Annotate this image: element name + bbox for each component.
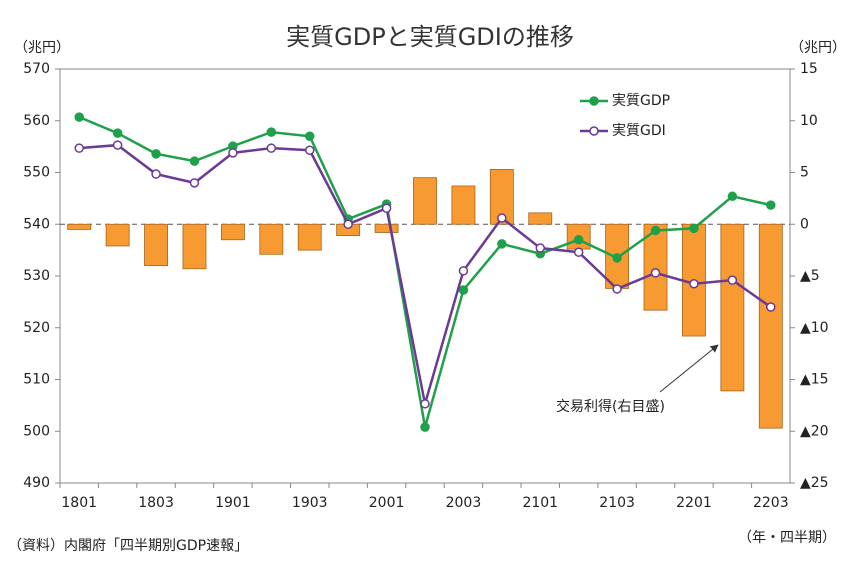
y-tick-label: 550	[23, 165, 50, 181]
bar	[374, 223, 399, 233]
legend-marker	[589, 126, 599, 136]
y-tick-label: 500	[23, 423, 50, 439]
point	[766, 302, 776, 312]
x-tick-label: 1803	[138, 495, 174, 511]
bar	[413, 177, 437, 225]
point	[74, 112, 84, 122]
point	[420, 422, 430, 432]
point	[151, 149, 161, 159]
point	[189, 156, 200, 166]
y2-tick-label: 0	[800, 216, 809, 232]
point	[266, 127, 277, 137]
y-tick-label: 560	[23, 113, 50, 129]
y-tick-label: 520	[23, 320, 50, 336]
point	[727, 275, 738, 285]
point	[74, 143, 84, 153]
bar	[220, 223, 245, 241]
y-tick-label: 510	[23, 372, 50, 388]
point	[650, 225, 661, 236]
point	[112, 128, 123, 138]
y2-tick-label: 10	[800, 113, 818, 129]
bar	[720, 223, 745, 392]
point	[497, 239, 507, 249]
bar	[297, 223, 322, 251]
point	[343, 219, 353, 229]
point	[420, 399, 430, 409]
point	[766, 200, 776, 210]
y2-tick-label: 5	[800, 165, 809, 181]
point	[228, 148, 238, 158]
x-tick-label: 2203	[753, 495, 789, 511]
y-tick-label: 490	[23, 475, 50, 491]
y2-tick-label: ▲20	[800, 423, 829, 439]
point	[612, 284, 622, 294]
y2-tick-label: 15	[800, 61, 818, 77]
point	[497, 213, 507, 223]
point	[458, 285, 469, 295]
bar	[489, 168, 514, 225]
point	[535, 243, 546, 253]
y2-tick-label: ▲15	[800, 372, 829, 388]
y2-axis-label: （兆円）	[790, 40, 846, 56]
bar	[259, 223, 284, 255]
x-axis-label: （年・四半期）	[738, 530, 836, 546]
point	[458, 266, 469, 276]
y-tick-label: 540	[23, 216, 50, 232]
x-tick-label: 2001	[369, 495, 405, 511]
point	[573, 235, 584, 245]
bar	[105, 223, 130, 247]
point	[304, 131, 315, 142]
point	[266, 143, 277, 153]
point	[151, 169, 161, 179]
y-axis-label: （兆円）	[14, 40, 70, 56]
point	[650, 268, 661, 278]
point	[304, 145, 315, 155]
point	[189, 178, 200, 188]
bar	[758, 223, 783, 429]
point	[573, 247, 584, 257]
y-tick-label: 570	[23, 61, 50, 77]
x-tick-label: 1801	[61, 495, 97, 511]
y2-tick-label: ▲5	[800, 268, 820, 284]
y-tick-label: 530	[23, 268, 50, 284]
y2-tick-label: ▲10	[800, 320, 829, 336]
annotation-arrow	[659, 344, 719, 393]
bar	[528, 212, 553, 225]
point	[689, 279, 699, 289]
bar	[643, 223, 668, 311]
y2-tick-label: ▲25	[800, 475, 829, 491]
x-tick-label: 2101	[522, 495, 558, 511]
bar	[67, 223, 92, 230]
x-tick-label: 2201	[676, 495, 712, 511]
legend-label: 実質GDI	[612, 123, 666, 139]
point	[112, 140, 123, 150]
bar	[182, 223, 207, 270]
point	[689, 223, 699, 234]
point	[381, 203, 392, 213]
legend-marker	[589, 96, 599, 106]
bar	[451, 185, 476, 225]
point	[612, 253, 622, 263]
bar	[144, 223, 168, 267]
x-tick-label: 1903	[292, 495, 328, 511]
x-tick-label: 2003	[446, 495, 482, 511]
source: （資料）内閣府「四半期別GDP速報」	[8, 538, 248, 554]
point	[727, 191, 738, 202]
x-tick-label: 2103	[599, 495, 635, 511]
annotation: 交易利得(右目盛)	[556, 398, 665, 415]
chart-title: 実質GDPと実質GDIの推移	[286, 23, 574, 51]
x-tick-label: 1901	[215, 495, 251, 511]
legend-label: 実質GDP	[612, 93, 670, 109]
